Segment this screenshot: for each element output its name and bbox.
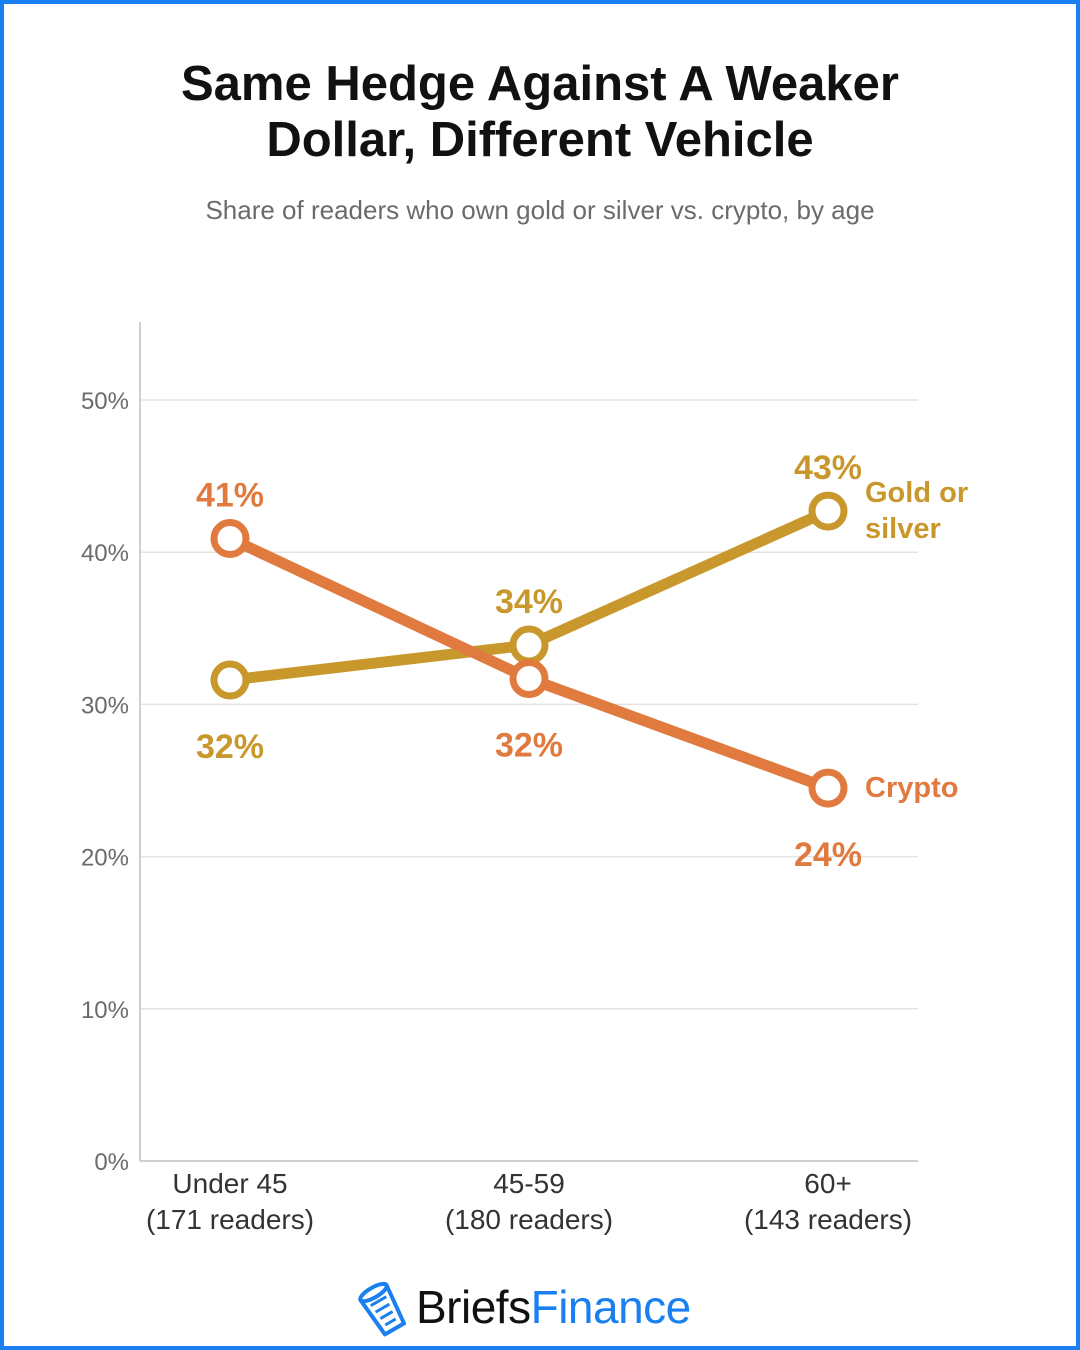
chart-title-line-2: Dollar, Different Vehicle (266, 113, 814, 167)
data-label: 41% (196, 477, 264, 515)
data-label: 32% (495, 727, 563, 765)
cup-icon (358, 1281, 407, 1337)
x-tick-label: (143 readers) (744, 1204, 912, 1235)
brand-name-part1: Briefs (416, 1281, 531, 1333)
chart-title: Same Hedge Against A Weaker Dollar, Diff… (60, 56, 1020, 168)
data-label: 34% (495, 583, 563, 621)
series-name-label: Gold or (865, 477, 968, 509)
y-tick-label: 20% (81, 845, 129, 872)
x-tick-label: (180 readers) (445, 1204, 613, 1235)
y-tick-label: 50% (81, 388, 129, 415)
y-tick-label: 10% (81, 997, 129, 1024)
chart-subtitle: Share of readers who own gold or silver … (205, 195, 875, 225)
x-tick-label: Under 45 (172, 1168, 287, 1199)
y-tick-label: 40% (81, 540, 129, 567)
data-point (808, 491, 848, 531)
data-label: 24% (794, 836, 862, 874)
data-point (509, 659, 549, 699)
chart-title-line-1: Same Hedge Against A Weaker (180, 57, 899, 111)
data-point (210, 660, 250, 700)
x-tick-label: 45-59 (493, 1168, 565, 1199)
series-name-label: silver (865, 513, 941, 545)
data-point (210, 519, 250, 559)
x-tick-label: 60+ (804, 1168, 852, 1199)
series-name-label: Crypto (865, 772, 958, 804)
y-tick-label: 30% (81, 692, 129, 719)
data-point (808, 768, 848, 808)
data-point (509, 625, 549, 665)
brand-name: BriefsFinance (416, 1280, 691, 1334)
brand-name-part2: Finance (530, 1281, 692, 1333)
data-label: 32% (196, 728, 264, 766)
x-tick-label: (171 readers) (146, 1204, 314, 1235)
brand-logo: BriefsFinance (0, 1276, 1080, 1340)
y-tick-label: 0% (94, 1149, 129, 1176)
data-label: 43% (794, 449, 862, 487)
